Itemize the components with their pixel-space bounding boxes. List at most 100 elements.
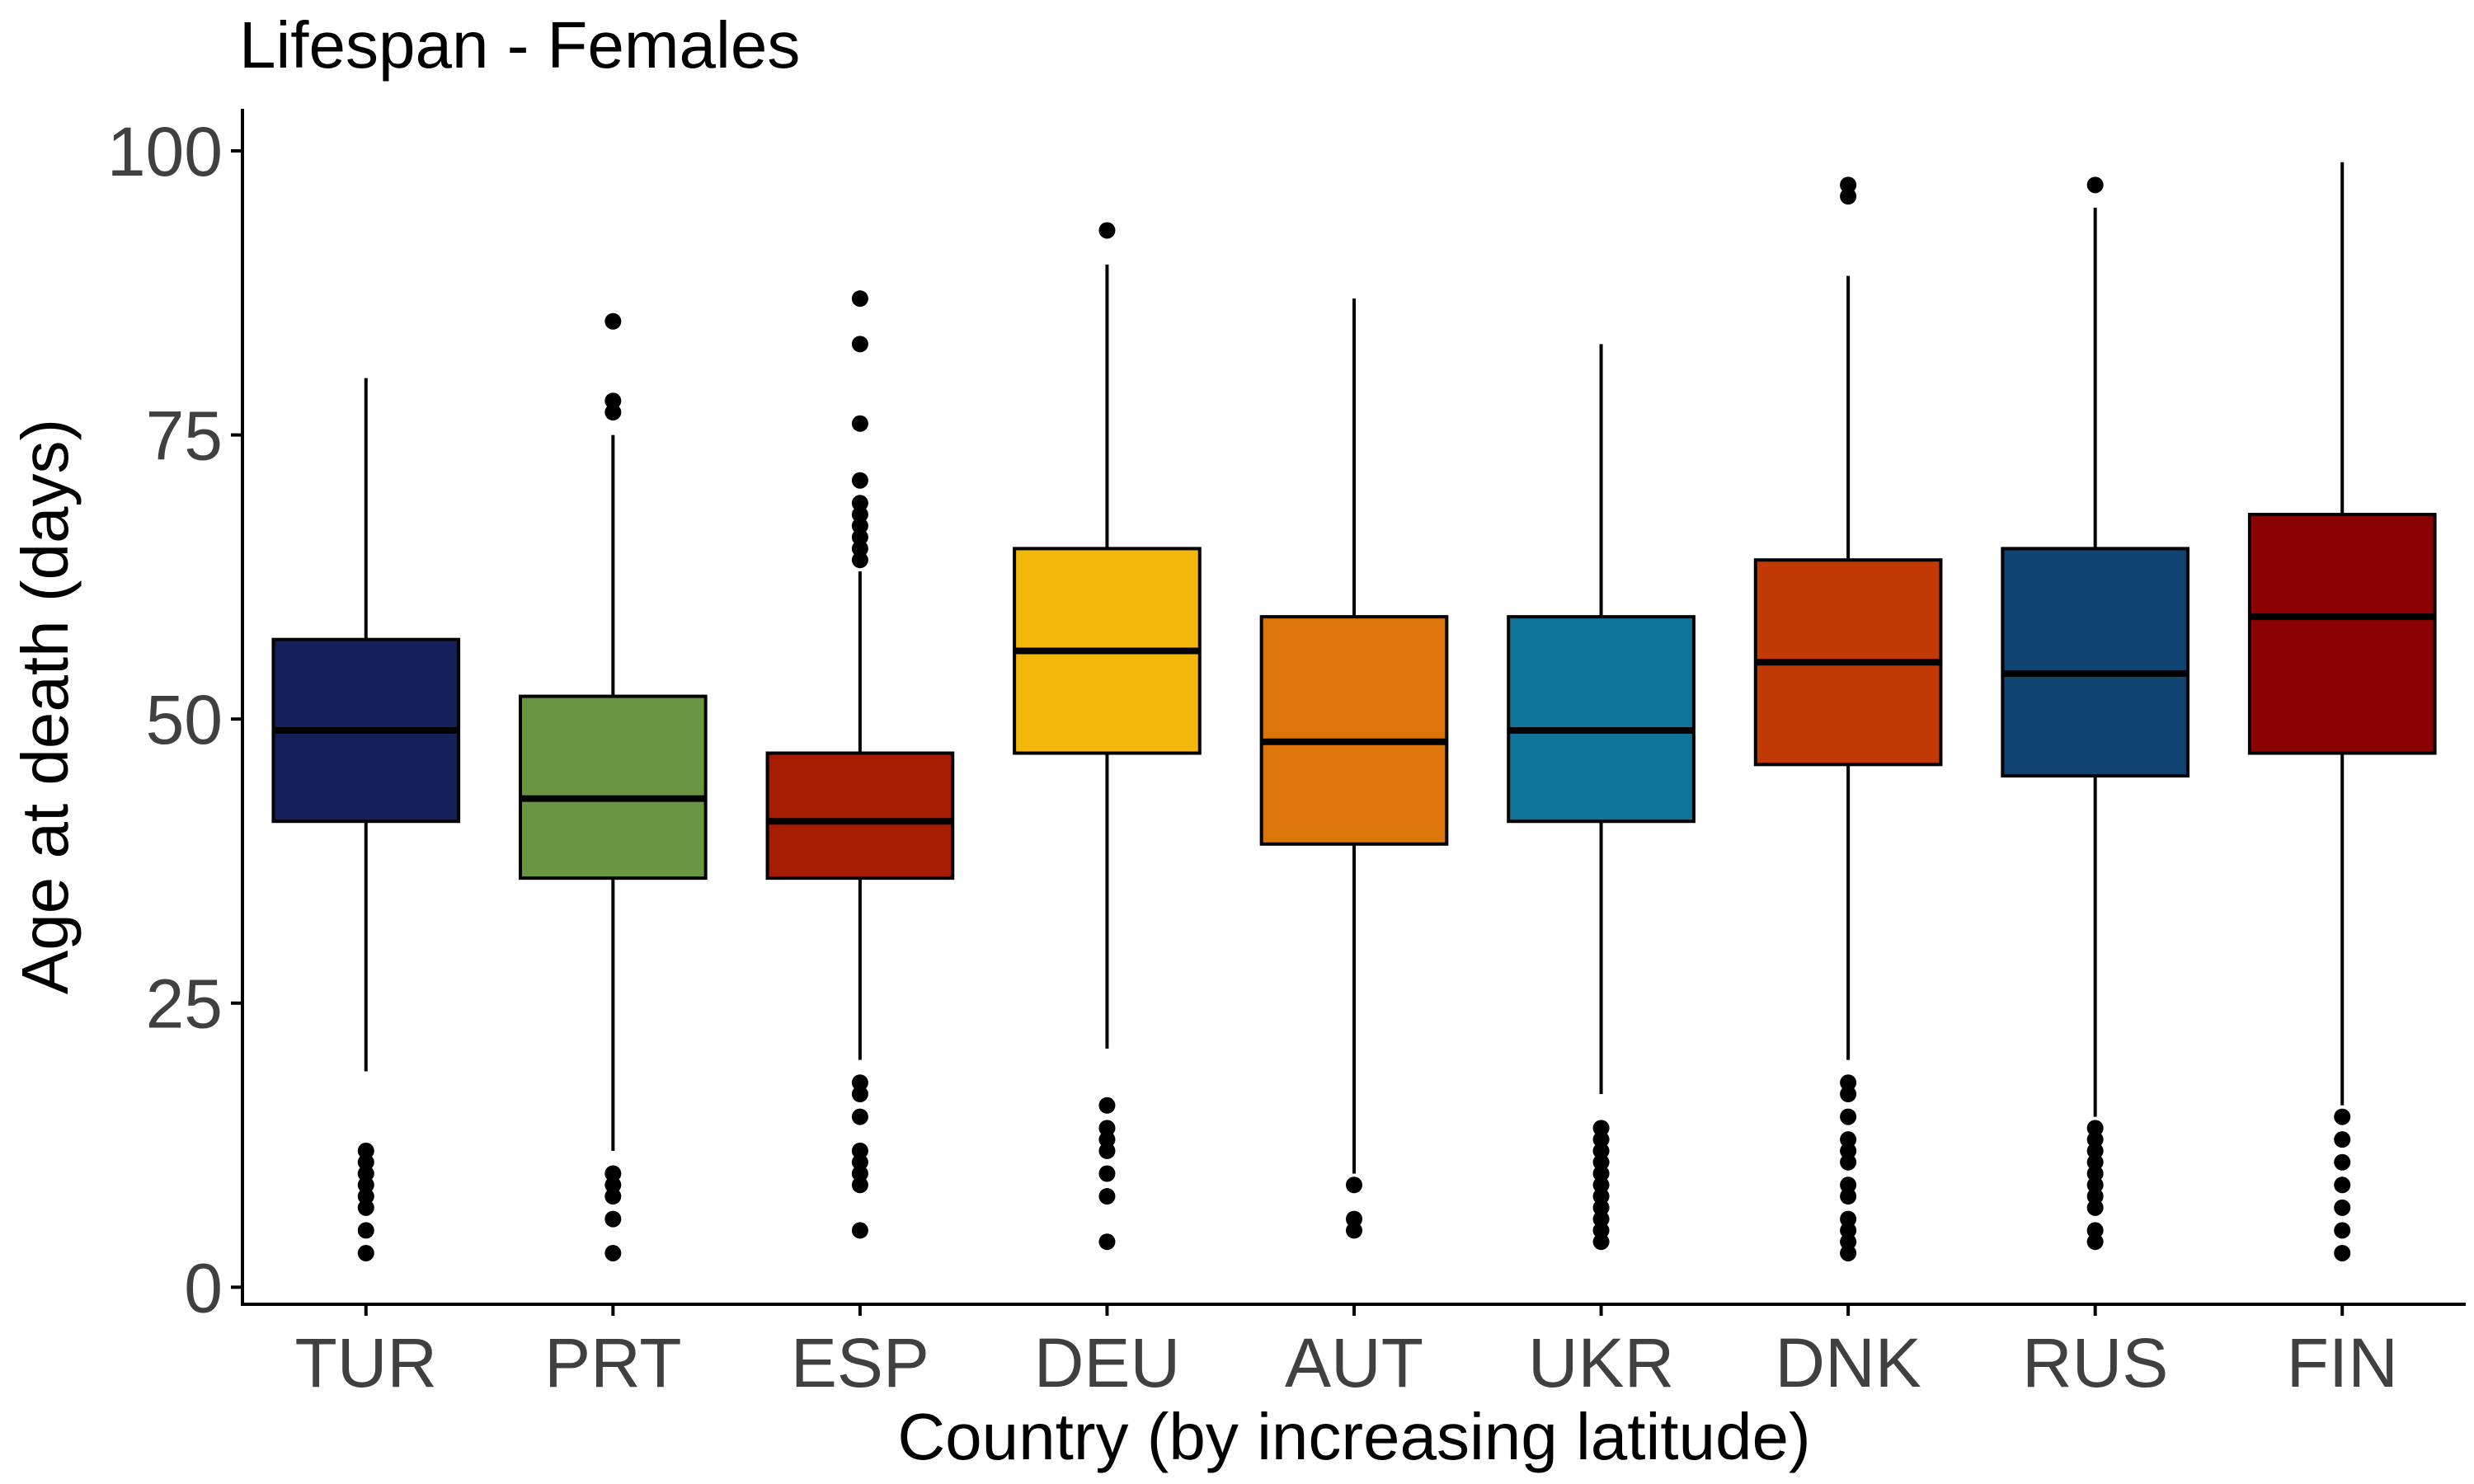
outlier-point bbox=[357, 1165, 374, 1182]
outlier-point bbox=[1098, 1097, 1116, 1114]
outlier-point bbox=[2334, 1199, 2351, 1216]
outlier-point bbox=[604, 1188, 622, 1205]
outlier-point bbox=[2086, 1153, 2104, 1171]
box-group-ukr bbox=[1507, 344, 1696, 1251]
outlier-point bbox=[1840, 1244, 1857, 1261]
outlier-point bbox=[2334, 1108, 2351, 1125]
outlier-point bbox=[604, 1176, 622, 1194]
outlier-point bbox=[851, 552, 868, 569]
outlier-point bbox=[1098, 1165, 1116, 1182]
outlier-point bbox=[604, 312, 622, 330]
outlier-point bbox=[1346, 1210, 1362, 1228]
outlier-point bbox=[1592, 1153, 1610, 1171]
outlier-point bbox=[1098, 1120, 1116, 1137]
x-tick-label: UKR bbox=[1528, 1324, 1674, 1402]
outlier-point bbox=[2086, 1188, 2104, 1205]
outlier-point bbox=[357, 1176, 374, 1194]
box-group-tur bbox=[271, 378, 461, 1261]
outlier-point bbox=[1098, 222, 1116, 239]
outlier-point bbox=[851, 290, 868, 308]
outlier-point bbox=[1840, 1086, 1857, 1103]
outlier-point bbox=[357, 1142, 374, 1159]
outlier-point bbox=[1346, 1222, 1362, 1239]
outlier-point bbox=[1840, 1108, 1857, 1125]
y-tick-label: 75 bbox=[146, 397, 223, 475]
outlier-point bbox=[604, 392, 622, 410]
outlier-point bbox=[2334, 1176, 2351, 1194]
box-group-prt bbox=[519, 312, 708, 1261]
outlier-point bbox=[1840, 1142, 1857, 1159]
y-axis-ticks: 0 25 50 75 100 bbox=[107, 113, 242, 1327]
outlier-point bbox=[604, 1165, 622, 1182]
outlier-point bbox=[1098, 1131, 1116, 1148]
box-group-rus bbox=[2001, 176, 2189, 1251]
outlier-point bbox=[1346, 1176, 1362, 1194]
outlier-point bbox=[1592, 1199, 1610, 1216]
outlier-point bbox=[604, 1244, 622, 1261]
outlier-point bbox=[851, 1176, 868, 1194]
x-tick-label: RUS bbox=[2022, 1324, 2168, 1402]
outlier-point bbox=[2086, 1222, 2104, 1239]
chart-title: Lifespan - Females bbox=[239, 8, 800, 82]
box-iqr bbox=[519, 694, 708, 881]
box-iqr bbox=[1507, 615, 1696, 824]
x-tick-label: PRT bbox=[544, 1324, 681, 1402]
outlier-point bbox=[851, 1108, 868, 1125]
y-tick-label: 0 bbox=[184, 1249, 223, 1327]
outlier-point bbox=[851, 1153, 868, 1171]
outlier-point bbox=[1592, 1131, 1610, 1148]
x-axis-ticks: TUR PRT ESP DEU AUT UKR DNK RUS FIN bbox=[294, 1304, 2398, 1402]
outlier-point bbox=[2086, 1233, 2104, 1251]
y-tick-label: 50 bbox=[146, 681, 223, 758]
outlier-point bbox=[604, 404, 622, 421]
outlier-point bbox=[1840, 1176, 1857, 1194]
outlier-point bbox=[851, 540, 868, 557]
outlier-point bbox=[1840, 1074, 1857, 1092]
x-tick-label: DEU bbox=[1034, 1324, 1180, 1402]
box-iqr bbox=[2247, 513, 2437, 755]
outlier-point bbox=[1840, 1131, 1857, 1148]
outlier-point bbox=[1592, 1165, 1610, 1182]
outlier-point bbox=[1840, 176, 1857, 194]
box-iqr bbox=[2001, 547, 2189, 778]
outlier-point bbox=[851, 1165, 868, 1182]
outlier-point bbox=[2086, 1120, 2104, 1137]
outlier-point bbox=[851, 415, 868, 432]
outlier-point bbox=[851, 528, 868, 546]
x-tick-label: AUT bbox=[1285, 1324, 1423, 1402]
outlier-point bbox=[1592, 1142, 1610, 1159]
outlier-point bbox=[2334, 1131, 2351, 1148]
plot-area bbox=[271, 162, 2437, 1261]
outlier-point bbox=[2334, 1222, 2351, 1239]
outlier-point bbox=[1840, 1153, 1857, 1171]
outlier-point bbox=[2086, 1142, 2104, 1159]
outlier-point bbox=[357, 1188, 374, 1205]
outlier-point bbox=[2086, 1131, 2104, 1148]
outlier-point bbox=[851, 1222, 868, 1239]
outlier-point bbox=[1098, 1233, 1116, 1251]
outlier-point bbox=[1592, 1188, 1610, 1205]
outlier-point bbox=[851, 506, 868, 524]
outlier-point bbox=[1840, 1210, 1857, 1228]
outlier-point bbox=[604, 1210, 622, 1228]
outlier-point bbox=[2086, 1165, 2104, 1182]
outlier-point bbox=[1840, 188, 1857, 205]
outlier-point bbox=[357, 1222, 374, 1239]
outlier-point bbox=[1098, 1142, 1116, 1159]
box-group-dnk bbox=[1753, 176, 1943, 1261]
outlier-point bbox=[1840, 1222, 1857, 1239]
outlier-point bbox=[851, 517, 868, 534]
outlier-point bbox=[357, 1199, 374, 1216]
outlier-point bbox=[2334, 1244, 2351, 1261]
x-tick-label: TUR bbox=[294, 1324, 437, 1402]
outlier-point bbox=[851, 1086, 868, 1103]
box-group-fin bbox=[2247, 162, 2437, 1261]
outlier-point bbox=[1098, 1188, 1116, 1205]
outlier-point bbox=[851, 336, 868, 353]
box-group-aut bbox=[1259, 298, 1449, 1239]
outlier-point bbox=[1840, 1233, 1857, 1251]
x-tick-label: DNK bbox=[1775, 1324, 1921, 1402]
outlier-point bbox=[2334, 1153, 2351, 1171]
outlier-point bbox=[1592, 1176, 1610, 1194]
